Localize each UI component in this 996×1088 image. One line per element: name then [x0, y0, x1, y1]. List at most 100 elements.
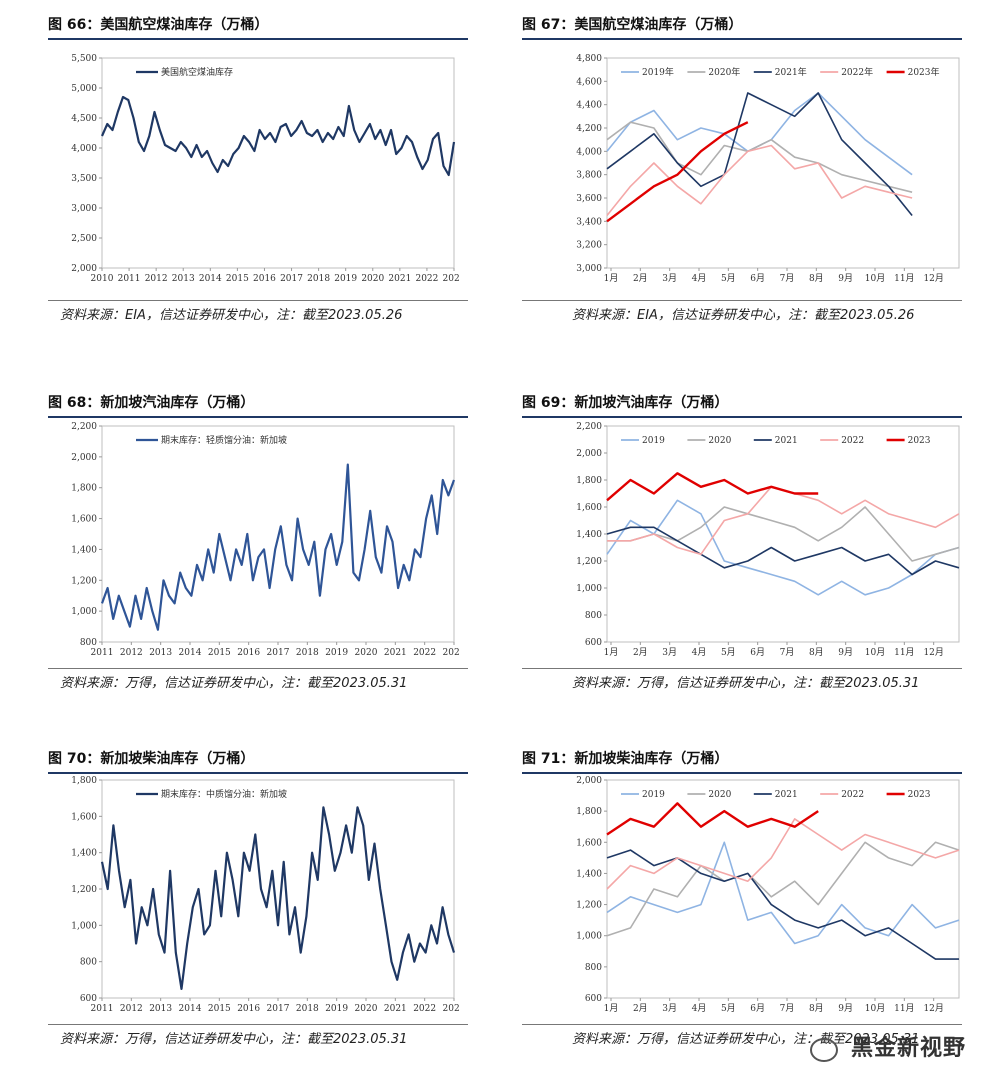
- x-tick-label: 2021: [384, 648, 407, 658]
- x-tick-label: 8月: [809, 273, 824, 284]
- legend-label: 2019年: [642, 66, 674, 78]
- panel-title: 图 69：新加坡汽油库存（万桶）: [522, 395, 729, 411]
- y-tick-label: 1,200: [576, 901, 602, 911]
- series-line-2022: [606, 818, 960, 890]
- y-tick-label: 3,600: [576, 194, 602, 204]
- legend-label: 2023: [908, 790, 931, 800]
- y-tick-label: 800: [585, 963, 602, 973]
- x-tick-label: 2013: [149, 648, 172, 658]
- series-line-2021: [606, 849, 959, 960]
- y-tick-label: 1,600: [71, 515, 97, 525]
- series-line-2023: [606, 472, 819, 502]
- x-tick-label: 1月: [604, 647, 619, 658]
- series-line-2023年: [606, 121, 749, 223]
- y-tick-label: 5,500: [71, 54, 97, 64]
- legend-label: 2020: [708, 436, 731, 446]
- series-line-2022: [607, 486, 960, 556]
- y-tick-label: 1,000: [576, 584, 602, 594]
- x-tick-label: 2016: [253, 274, 276, 284]
- chart-source: 资料来源：万得，信达证券研发中心，注：截至2023.05.31: [572, 676, 920, 691]
- chart-70: 600 800 1,000 1,200 1,400 1,600 1,800 2011 2012 2…: [71, 776, 460, 1014]
- chart-66: 2,000 2,500 3,000 3,500 4,000 4,500 5,000 5,500…: [71, 54, 460, 284]
- x-tick-label: 12月: [923, 1003, 943, 1014]
- x-tick-label: 2010: [91, 274, 114, 284]
- watermark: 黑金新视野: [850, 1036, 966, 1061]
- series-line-2020: [606, 841, 960, 937]
- x-tick-label: 2月: [633, 1003, 648, 1014]
- x-tick-label: 2011: [118, 274, 141, 284]
- y-tick-label: 2,200: [71, 422, 97, 432]
- source-divider: [522, 668, 962, 669]
- x-tick-label: 8月: [809, 647, 824, 658]
- y-tick-label: 1,400: [71, 545, 97, 555]
- x-tick-label: 7月: [780, 1003, 795, 1014]
- series-line-2021: [606, 526, 960, 576]
- x-tick-label: 2016: [237, 648, 260, 658]
- legend-label: 2022: [841, 436, 864, 446]
- series-line-期末库存：中质馏分油：新加坡: [100, 806, 456, 990]
- x-tick-label: 2016: [237, 1004, 260, 1014]
- plot-frame: [606, 57, 960, 269]
- x-tick-label: 1月: [604, 1003, 619, 1014]
- x-tick-label: 2019: [325, 648, 348, 658]
- legend-label: 2021年: [775, 66, 807, 78]
- title-underline: [522, 772, 962, 774]
- x-tick-label: 6月: [750, 1003, 765, 1014]
- series-line-2020: [607, 506, 960, 562]
- wechat-icon: [810, 1038, 838, 1062]
- y-tick-label: 800: [80, 958, 97, 968]
- legend-label: 2021: [775, 790, 798, 800]
- x-tick-label: 2月: [633, 273, 648, 284]
- panel-title: 图 66：美国航空煤油库存（万桶）: [48, 17, 269, 33]
- x-tick-label: 2023: [443, 1004, 460, 1014]
- panel-title: 图 68：新加坡汽油库存（万桶）: [48, 395, 255, 411]
- x-tick-label: 2012: [120, 1004, 143, 1014]
- legend-label: 期末库存：中质馏分油：新加坡: [161, 788, 287, 800]
- x-tick-label: 5月: [721, 647, 736, 658]
- x-tick-label: 2023: [443, 648, 460, 658]
- y-tick-label: 600: [585, 638, 602, 648]
- x-tick-label: 12月: [923, 273, 943, 284]
- y-tick-label: 2,000: [576, 776, 602, 786]
- x-tick-label: 2021: [384, 1004, 407, 1014]
- x-tick-label: 2018: [296, 1004, 319, 1014]
- y-tick-label: 2,500: [71, 234, 97, 244]
- y-tick-label: 5,000: [71, 84, 97, 94]
- x-tick-label: 2011: [91, 648, 114, 658]
- y-tick-label: 4,600: [576, 77, 602, 87]
- y-tick-label: 2,000: [71, 453, 97, 463]
- y-tick-label: 2,200: [576, 422, 602, 432]
- x-tick-label: 2017: [267, 648, 290, 658]
- source-divider: [48, 668, 468, 669]
- legend-label: 2023: [908, 436, 931, 446]
- x-tick-label: 2020: [355, 1004, 378, 1014]
- y-tick-label: 600: [585, 994, 602, 1004]
- x-tick-label: 9月: [838, 647, 853, 658]
- x-tick-label: 2014: [199, 274, 222, 284]
- y-tick-label: 1,400: [576, 869, 602, 879]
- chart-source: 资料来源：EIA，信达证券研发中心，注：截至2023.05.26: [60, 308, 403, 323]
- x-tick-label: 2022: [413, 1004, 436, 1014]
- y-tick-label: 2,000: [71, 264, 97, 274]
- x-tick-label: 3月: [662, 647, 677, 658]
- legend-label: 2022年: [841, 66, 873, 78]
- title-underline: [48, 772, 468, 774]
- x-tick-label: 7月: [780, 273, 795, 284]
- source-divider: [522, 300, 962, 301]
- legend-label: 期末库存：轻质馏分油：新加坡: [161, 434, 287, 446]
- y-tick-label: 4,500: [71, 114, 97, 124]
- y-tick-label: 3,000: [71, 204, 97, 214]
- y-tick-label: 3,800: [576, 171, 602, 181]
- y-tick-label: 800: [80, 638, 97, 648]
- x-tick-label: 9月: [838, 273, 853, 284]
- x-tick-label: 12月: [923, 647, 943, 658]
- y-tick-label: 3,000: [576, 264, 602, 274]
- x-tick-label: 11月: [894, 1003, 914, 1014]
- x-tick-label: 2020: [361, 274, 384, 284]
- chart-source: 资料来源：万得，信达证券研发中心，注：截至2023.05.31: [60, 1032, 408, 1047]
- legend-label: 2021: [775, 436, 798, 446]
- y-tick-label: 1,000: [71, 921, 97, 931]
- x-tick-label: 2015: [226, 274, 249, 284]
- y-tick-label: 1,800: [71, 484, 97, 494]
- legend-label: 美国航空煤油库存: [161, 66, 233, 78]
